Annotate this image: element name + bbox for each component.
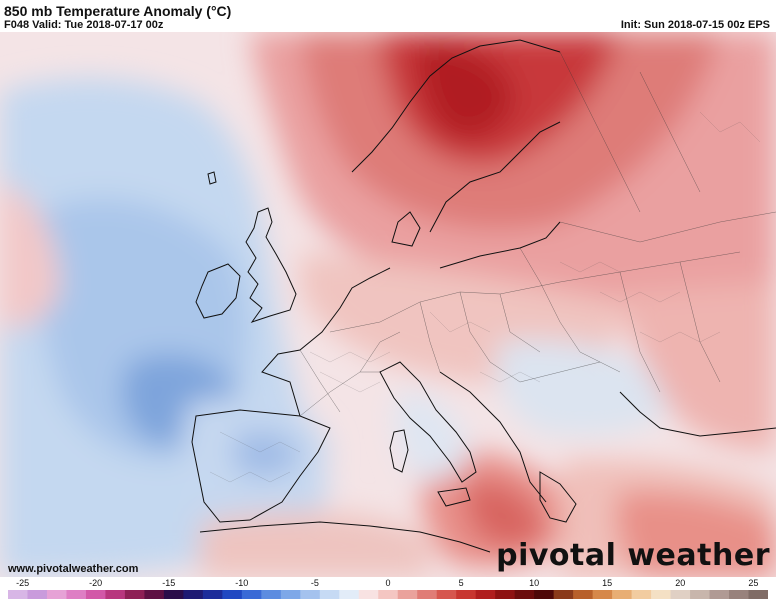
colorbar-strip bbox=[8, 590, 768, 599]
greece-coast bbox=[539, 471, 577, 523]
sicily-coast bbox=[437, 487, 471, 507]
balkan-coast bbox=[439, 371, 547, 503]
denmark-coast bbox=[391, 211, 421, 247]
colorbar-swatch bbox=[222, 590, 243, 599]
sardinia-coast bbox=[389, 429, 409, 473]
website-url: www.pivotalweather.com bbox=[8, 563, 139, 575]
colorbar-tick-labels: -25 -20 -15 -10 -5 0 5 10 15 20 25 bbox=[0, 577, 776, 589]
france-coast bbox=[261, 267, 391, 417]
colorbar-swatch bbox=[339, 590, 360, 599]
colorbar-swatch bbox=[690, 590, 711, 599]
temperature-anomaly-map[interactable] bbox=[0, 32, 776, 577]
colorbar-swatch bbox=[319, 590, 340, 599]
regional-borders bbox=[209, 111, 761, 483]
colorbar-swatch bbox=[729, 590, 750, 599]
colorbar-swatch bbox=[280, 590, 301, 599]
black-sea-coast bbox=[619, 391, 776, 437]
colorbar-swatch bbox=[436, 590, 457, 599]
colorbar-swatch bbox=[202, 590, 223, 599]
colorbar-tick-label: 5 bbox=[458, 578, 464, 588]
colorbar-swatch bbox=[397, 590, 418, 599]
colorbar-tick-label: -15 bbox=[162, 578, 176, 588]
map-canvas bbox=[0, 32, 776, 577]
colorbar-tick-label: 20 bbox=[675, 578, 686, 588]
colorbar-swatch bbox=[534, 590, 555, 599]
colorbar-swatch bbox=[241, 590, 262, 599]
faroe-islands bbox=[207, 171, 217, 185]
init-time-label: Init: Sun 2018-07-15 00z EPS bbox=[620, 19, 770, 31]
colorbar-swatch bbox=[163, 590, 184, 599]
colorbar-swatch bbox=[495, 590, 516, 599]
colorbar-swatch bbox=[66, 590, 87, 599]
colorbar-swatch bbox=[553, 590, 574, 599]
colorbar-swatch bbox=[300, 590, 321, 599]
colorbar-swatch bbox=[670, 590, 691, 599]
colorbar-swatch bbox=[709, 590, 730, 599]
colorbar-tick-label: -20 bbox=[89, 578, 103, 588]
colorbar-swatch bbox=[46, 590, 68, 599]
colorbar-swatches bbox=[8, 590, 768, 599]
country-borders bbox=[299, 51, 776, 417]
colorbar-swatch bbox=[631, 590, 652, 599]
colorbar-swatch bbox=[85, 590, 107, 599]
colorbar-tick-label: 0 bbox=[385, 578, 391, 588]
colorbar-swatch bbox=[183, 590, 204, 599]
italy-coast bbox=[379, 361, 477, 483]
ireland-coast bbox=[195, 263, 241, 319]
anomaly-field-shading bbox=[0, 32, 776, 577]
colorbar-swatch bbox=[475, 590, 496, 599]
colorbar-swatch bbox=[358, 590, 379, 599]
colorbar-tick-label: 10 bbox=[529, 578, 540, 588]
colorbar-swatch bbox=[261, 590, 282, 599]
colorbar-swatch bbox=[378, 590, 399, 599]
colorbar-swatch bbox=[144, 590, 165, 599]
valid-time-label: F048 Valid: Tue 2018-07-17 00z bbox=[4, 19, 164, 31]
colorbar-swatch bbox=[105, 590, 126, 599]
colorbar-swatch bbox=[124, 590, 146, 599]
norway-coast bbox=[351, 39, 561, 173]
sweden-east-coast bbox=[429, 121, 561, 233]
colorbar-swatch bbox=[8, 590, 29, 599]
colorbar-tick-label: 25 bbox=[748, 578, 759, 588]
coastlines bbox=[191, 39, 776, 553]
colorbar: -25 -20 -15 -10 -5 0 5 10 15 20 25 bbox=[0, 577, 776, 600]
great-britain-coast bbox=[245, 207, 297, 323]
colorbar-tick-label: -25 bbox=[16, 578, 30, 588]
page-title: 850 mb Temperature Anomaly (°C) bbox=[4, 3, 232, 19]
map-header: 850 mb Temperature Anomaly (°C) F048 Val… bbox=[0, 0, 776, 32]
colorbar-swatch bbox=[592, 590, 613, 599]
colorbar-swatch bbox=[417, 590, 438, 599]
north-africa-coast bbox=[199, 521, 491, 553]
colorbar-swatch bbox=[573, 590, 594, 599]
colorbar-swatch bbox=[514, 590, 535, 599]
colorbar-tick-label: 15 bbox=[602, 578, 613, 588]
colorbar-swatch bbox=[27, 590, 48, 599]
colorbar-swatch bbox=[748, 590, 768, 599]
colorbar-tick-label: -5 bbox=[310, 578, 319, 588]
colorbar-swatch bbox=[456, 590, 477, 599]
brand-logo-text: pivotal weather bbox=[496, 538, 770, 573]
colorbar-swatch bbox=[651, 590, 672, 599]
colorbar-swatch bbox=[612, 590, 633, 599]
colorbar-tick-label: -10 bbox=[235, 578, 249, 588]
